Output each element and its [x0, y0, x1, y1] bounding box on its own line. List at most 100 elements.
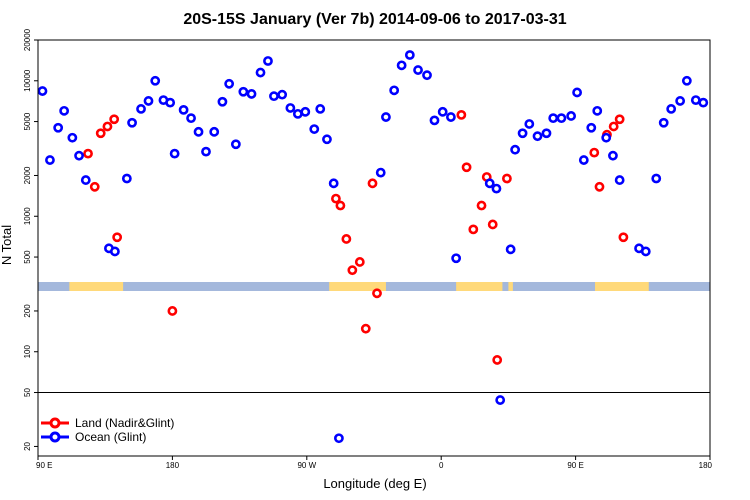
ocean-point — [524, 119, 535, 129]
ocean-point — [446, 112, 456, 122]
ocean-point — [292, 108, 303, 119]
ocean-point — [681, 75, 692, 86]
land-point — [341, 234, 352, 244]
land-mask-segment — [329, 282, 386, 291]
y-tick-label: 500 — [23, 250, 32, 264]
land-point — [618, 232, 629, 243]
ocean-point — [666, 104, 677, 114]
ocean-point — [143, 96, 154, 106]
ocean-point — [389, 85, 400, 96]
land-point — [367, 178, 378, 189]
land-point — [83, 148, 93, 159]
ocean-point — [451, 253, 462, 264]
ocean-point — [592, 105, 603, 116]
legend-item-land: Land (Nadir&Glint) — [41, 416, 174, 430]
ocean-point — [381, 112, 391, 122]
land-mask-segment — [508, 282, 513, 291]
ocean-point — [178, 104, 189, 115]
ocean-point — [315, 104, 326, 114]
ocean-point — [690, 95, 701, 106]
ocean-point — [136, 104, 146, 114]
ocean-point — [74, 150, 84, 161]
legend-land-label: Land (Nadir&Glint) — [75, 416, 174, 430]
ocean-point — [53, 122, 64, 133]
ocean-point — [572, 87, 582, 98]
ocean-point — [300, 106, 311, 117]
ocean-point — [328, 178, 339, 189]
y-tick-label: 1000 — [23, 207, 32, 225]
ocean-point — [491, 183, 502, 194]
ocean-point — [230, 139, 241, 150]
x-tick-label: 90 E — [36, 461, 52, 470]
surface-mask-band — [38, 282, 710, 291]
y-tick-label: 50 — [23, 388, 32, 397]
legend-ocean-label: Ocean (Glint) — [75, 430, 146, 444]
ocean-point — [110, 246, 120, 257]
legend-item-ocean: Ocean (Glint) — [41, 430, 146, 444]
x-tick-label: 180 — [166, 461, 180, 470]
ocean-point — [165, 97, 176, 108]
land-point — [112, 232, 123, 243]
ocean-point — [322, 134, 332, 145]
y-tick-label: 200 — [23, 304, 32, 318]
ocean-point — [201, 146, 211, 157]
land-point — [354, 257, 365, 267]
land-point — [331, 193, 341, 204]
ocean-point — [484, 178, 495, 189]
ocean-point — [532, 131, 543, 142]
ocean-point — [566, 111, 577, 121]
land-series — [83, 109, 629, 365]
plot-frame — [37, 39, 711, 457]
ocean-point — [375, 167, 386, 178]
ocean-point — [150, 75, 161, 86]
y-tick-label: 2000 — [23, 166, 32, 184]
ocean-point — [255, 67, 266, 78]
ocean-point — [121, 173, 132, 184]
ocean-point — [437, 106, 448, 117]
ocean-point — [505, 244, 516, 255]
legend-land-marker — [49, 417, 61, 429]
ocean-point — [193, 126, 204, 137]
y-axis-title: N Total — [0, 225, 14, 265]
land-mask-segment — [456, 282, 503, 291]
land-point — [468, 224, 479, 235]
ocean-point — [263, 56, 273, 66]
ocean-point — [37, 86, 48, 96]
land-point — [608, 121, 619, 132]
land-point — [502, 173, 512, 184]
land-point — [95, 128, 106, 139]
ocean-point — [608, 150, 618, 161]
ocean-point — [698, 97, 709, 108]
y-tick-label: 100 — [23, 345, 32, 359]
ocean-point — [422, 70, 432, 81]
ocean-point — [45, 155, 55, 165]
y-axis: 20 50 100 200 500 1000 2000 5000 10000 20000 — [23, 28, 38, 451]
ocean-point — [59, 105, 70, 116]
x-axis: 90 E 180 90 W 0 90 E 180 — [36, 456, 713, 470]
ocean-point — [586, 122, 597, 133]
land-point — [102, 121, 113, 132]
ocean-point — [578, 155, 589, 165]
land-point — [461, 162, 472, 173]
ocean-point — [640, 246, 651, 257]
ocean-point — [217, 96, 228, 107]
ocean-point — [614, 175, 625, 185]
y-tick-label: 10000 — [23, 69, 32, 92]
ocean-point — [548, 113, 559, 124]
land-point — [109, 114, 120, 125]
land-point — [476, 200, 487, 211]
ocean-point — [601, 132, 612, 143]
land-mask-segment — [69, 282, 124, 291]
ocean-point — [658, 117, 669, 128]
land-mask-segment — [595, 282, 649, 291]
x-tick-label: 180 — [699, 461, 713, 470]
legend: Land (Nadir&Glint) Ocean (Glint) — [41, 416, 174, 444]
ocean-point — [80, 175, 91, 185]
ocean-point — [404, 50, 415, 60]
ocean-point — [510, 144, 521, 155]
chart-title: 20S-15S January (Ver 7b) 2014-09-06 to 2… — [183, 11, 566, 28]
ocean-point — [269, 91, 279, 102]
x-axis-title: Longitude (deg E) — [323, 476, 426, 491]
ocean-point — [495, 395, 506, 405]
